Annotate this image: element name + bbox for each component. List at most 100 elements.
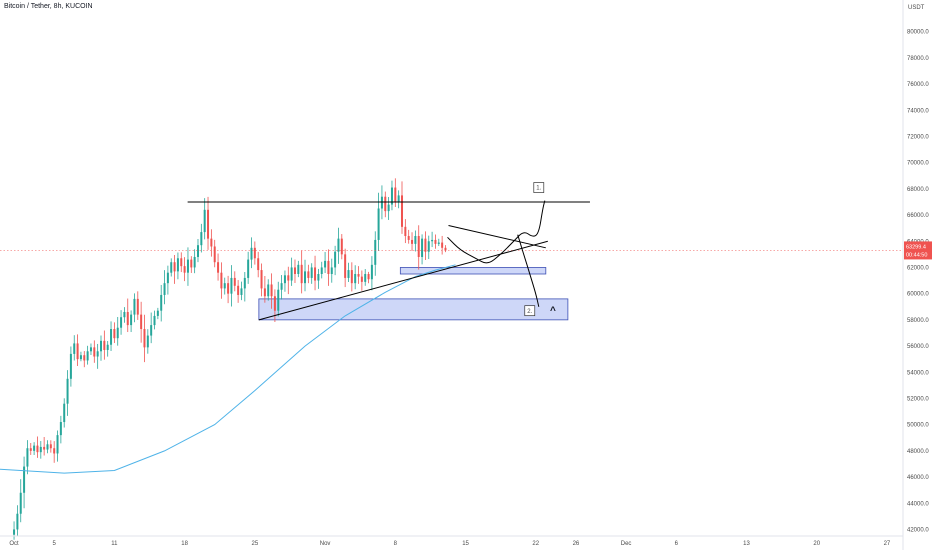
- candle-body: [287, 275, 290, 281]
- candle-body: [220, 272, 223, 289]
- candle-body: [444, 247, 447, 251]
- projection-path-2: [517, 234, 540, 307]
- candle-body: [404, 226, 407, 237]
- candle-body: [193, 256, 196, 268]
- time-tick-label: 11: [111, 541, 118, 547]
- candle-body: [19, 492, 22, 514]
- drawings-layer: 1. 2. ^: [0, 182, 903, 321]
- zones-layer: [258, 267, 569, 321]
- candle-body: [150, 325, 153, 336]
- candle-body: [293, 267, 296, 274]
- candle-body: [334, 251, 337, 268]
- candle-body: [427, 241, 430, 252]
- candle-body: [56, 435, 59, 454]
- candle-body: [203, 209, 206, 233]
- time-tick-label: 20: [813, 541, 820, 547]
- candle-body: [29, 448, 32, 451]
- candle-body: [411, 239, 414, 244]
- price-tick-label: 44000.0: [907, 501, 929, 507]
- candle-body: [283, 275, 286, 284]
- candle-body: [123, 311, 126, 318]
- candle-body: [59, 422, 62, 436]
- price-tick-label: 70000.0: [907, 161, 929, 167]
- candle-body: [374, 239, 377, 265]
- candle-body: [357, 274, 360, 277]
- time-tick-label: 25: [252, 541, 259, 547]
- price-tick-label: 48000.0: [907, 449, 929, 455]
- chart-title: Bitcoin / Tether, 8h, KUCOIN: [4, 3, 93, 10]
- projection-path-1: [447, 200, 546, 264]
- candle-body: [324, 260, 327, 268]
- candle-body: [360, 276, 363, 282]
- candle-body: [86, 351, 89, 361]
- candle-body: [267, 284, 270, 297]
- candle-body: [186, 259, 189, 273]
- candle-body: [156, 310, 159, 316]
- candle-body: [263, 288, 266, 297]
- time-tick-label: 22: [532, 541, 539, 547]
- candle-body: [310, 267, 313, 278]
- price-tick-label: 76000.0: [907, 82, 929, 88]
- candle-body: [173, 262, 176, 272]
- candle-body: [347, 270, 350, 278]
- candle-body: [344, 254, 347, 278]
- candle-body: [380, 196, 383, 209]
- price-tick-label: 66000.0: [907, 213, 929, 219]
- candle-body: [230, 277, 233, 294]
- candle-body: [130, 314, 133, 326]
- time-tick-label: 6: [675, 541, 679, 547]
- time-tick-label: 18: [181, 541, 188, 547]
- time-tick-label: 15: [462, 541, 469, 547]
- candle-body: [213, 246, 216, 263]
- time-axis: Oct 5 11 18 25 Nov 8 15 22 26 Dec 6 13 20 27: [0, 535, 903, 547]
- candle-body: [170, 262, 173, 273]
- candle-body: [307, 271, 310, 278]
- candle-body: [180, 258, 183, 267]
- candle-body: [407, 236, 410, 240]
- candle-body: [364, 274, 367, 282]
- candle-body: [354, 274, 357, 284]
- candle-body: [36, 445, 39, 453]
- candle-body: [120, 317, 123, 328]
- price-tick-label: 80000.0: [907, 30, 929, 36]
- candle-body: [200, 232, 203, 246]
- candle-body: [16, 513, 19, 530]
- candle-body: [441, 242, 444, 248]
- candle-body: [223, 283, 226, 289]
- candle-body: [190, 259, 193, 268]
- candle-body: [260, 270, 263, 289]
- price-tick-label: 72000.0: [907, 134, 929, 140]
- candle-body: [207, 209, 210, 239]
- price-tick-label: 62000.0: [907, 265, 929, 271]
- moving-average-line: [0, 264, 456, 474]
- candle-body: [437, 242, 440, 244]
- candle-body: [320, 267, 323, 274]
- path-label-2-box: [524, 305, 536, 317]
- candle-body: [93, 347, 96, 357]
- candle-body: [110, 329, 113, 345]
- candle-body: [63, 403, 66, 423]
- price-tick-label: 68000.0: [907, 187, 929, 193]
- time-tick-label: 5: [53, 541, 57, 547]
- small-demand-zone: [399, 267, 547, 275]
- candle-body: [273, 296, 276, 311]
- candle-body: [400, 195, 404, 227]
- candle-body: [314, 267, 317, 281]
- price-tick-label: 60000.0: [907, 292, 929, 298]
- price-tick-label: 78000.0: [907, 56, 929, 62]
- candle-body: [367, 274, 370, 280]
- candle-body: [46, 444, 49, 450]
- candle-body: [247, 259, 250, 278]
- time-tick-label: 27: [884, 541, 891, 547]
- candle-body: [136, 298, 139, 315]
- candle-body: [227, 283, 230, 294]
- candle-body: [390, 187, 393, 205]
- candle-body: [253, 247, 256, 259]
- candle-body: [89, 347, 92, 352]
- candle-body: [350, 270, 353, 284]
- candle-body: [13, 529, 16, 535]
- candle-body: [277, 289, 280, 311]
- candle-body: [83, 355, 86, 361]
- price-tick-label: 54000.0: [907, 370, 929, 376]
